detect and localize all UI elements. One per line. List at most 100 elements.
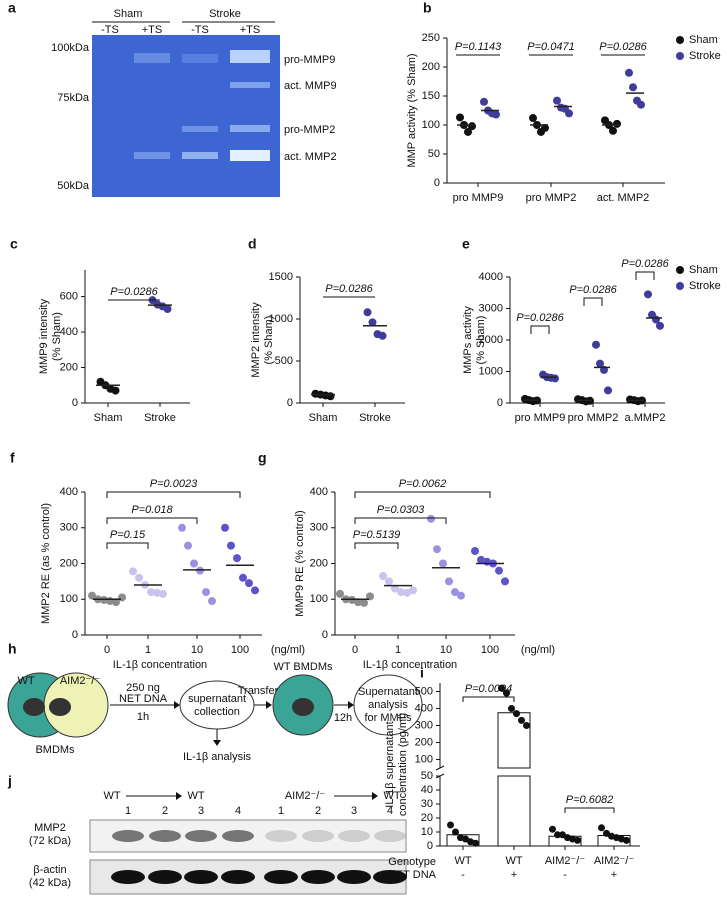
western-blot: j WT WT AIM2⁻/⁻ WT 1 2 3 4 1 2 3 4 MMP2 (72 kDa…	[7, 773, 407, 895]
data-point	[625, 68, 633, 77]
x-tick-label: Sham	[94, 412, 123, 424]
data-point	[403, 588, 411, 597]
data-point	[644, 290, 652, 299]
p-value: P=0.0286	[621, 258, 669, 270]
legend-marker	[676, 282, 684, 290]
step-label: 250 ng	[126, 682, 160, 694]
legend-label: Sham	[689, 34, 718, 46]
panel-label: j	[7, 773, 12, 789]
band	[338, 830, 370, 842]
legend-label: Stroke	[689, 280, 721, 292]
data-point	[445, 577, 453, 586]
y-tick-label: 250	[422, 32, 440, 44]
y-tick-label: 0	[72, 629, 78, 641]
band	[230, 82, 270, 88]
y-tick-label: 0	[434, 177, 440, 189]
nucleus	[23, 698, 45, 716]
data-point	[604, 386, 612, 395]
step-label: Transfer	[238, 685, 279, 697]
band	[149, 830, 181, 842]
x-tick-label: WT	[505, 855, 522, 867]
data-point	[451, 588, 459, 597]
data-point	[221, 523, 229, 532]
nucleus	[49, 698, 71, 716]
axis-break	[435, 765, 445, 771]
significance-bracket	[462, 696, 515, 702]
blot-label: (42 kDa)	[29, 877, 71, 889]
y-tick-label: 500	[275, 355, 293, 367]
step-text: for MMPs	[364, 712, 412, 724]
y-axis-label: MMPs activity	[462, 306, 474, 374]
p-value: P=0.0023	[150, 478, 198, 490]
data-point	[363, 308, 372, 317]
y-tick-label: 300	[415, 719, 433, 731]
x-tick-label: 100	[231, 644, 249, 656]
data-point	[153, 588, 161, 597]
band	[373, 870, 407, 884]
data-point	[190, 559, 198, 568]
arrowhead	[372, 792, 378, 800]
blot-label: (72 kDa)	[29, 835, 71, 847]
data-point	[184, 541, 192, 550]
data-point	[118, 593, 126, 602]
y-tick-label: 0	[497, 397, 503, 409]
significance-bracket	[635, 271, 655, 280]
y-tick-label: 100	[415, 753, 433, 765]
arrowhead	[266, 701, 272, 709]
data-point	[518, 716, 525, 724]
data-point	[379, 572, 387, 581]
lane-label: -TS	[101, 24, 119, 36]
band	[182, 126, 218, 132]
data-point	[366, 592, 374, 601]
significance-bracket	[564, 807, 615, 813]
data-point	[178, 523, 186, 532]
data-point	[326, 392, 335, 401]
x-tick-label: 1	[395, 644, 401, 656]
data-point	[523, 722, 530, 729]
lane-label: -TS	[191, 24, 209, 36]
data-point	[549, 825, 556, 833]
data-point	[427, 514, 435, 523]
step-label: NET DNA	[119, 693, 168, 705]
bar	[497, 712, 531, 847]
data-point	[354, 598, 362, 607]
lane-label: 1	[278, 805, 284, 817]
x-tick-label: a.MMP2	[625, 412, 666, 424]
y-axis-label: MMP9 RE (% control)	[294, 510, 306, 616]
y-axis-label: MMP9 intensity	[38, 298, 50, 374]
data-point	[378, 331, 387, 340]
data-point	[529, 114, 537, 123]
y-tick-label: 150	[422, 90, 440, 102]
x-tick-label: 0	[352, 644, 358, 656]
data-point	[245, 579, 253, 588]
data-point	[541, 123, 549, 132]
group-label: AIM2⁻/⁻	[285, 790, 326, 802]
data-point	[501, 577, 509, 586]
cell-label: AIM2⁻/⁻	[60, 675, 101, 687]
y-tick-label: 4000	[479, 271, 503, 283]
data-point	[477, 555, 485, 564]
panel-label: i	[420, 665, 424, 681]
x-unit: (ng/ml)	[521, 644, 555, 656]
panel-label: f	[10, 450, 15, 466]
band-label: pro-MMP9	[284, 54, 335, 66]
band	[112, 830, 144, 842]
band	[265, 830, 297, 842]
step-label: 1h	[137, 711, 149, 723]
data-point	[202, 588, 210, 597]
arrowhead	[174, 701, 180, 709]
data-point	[553, 96, 561, 105]
x-tick-label: Sham	[309, 412, 338, 424]
x-tick-label: Stroke	[144, 412, 176, 424]
y-axis-label: (% Sham)	[51, 312, 63, 361]
y-tick-label: 100	[422, 119, 440, 131]
p-value: P=0.0303	[377, 504, 425, 516]
p-value: P=0.15	[110, 529, 146, 541]
panel-label: d	[248, 236, 257, 252]
band	[182, 152, 218, 159]
y-tick-label: 600	[60, 291, 78, 303]
significance-bracket	[530, 325, 550, 334]
panel-label: g	[258, 450, 267, 466]
data-point	[360, 598, 368, 607]
y-tick-label: 2000	[479, 334, 503, 346]
